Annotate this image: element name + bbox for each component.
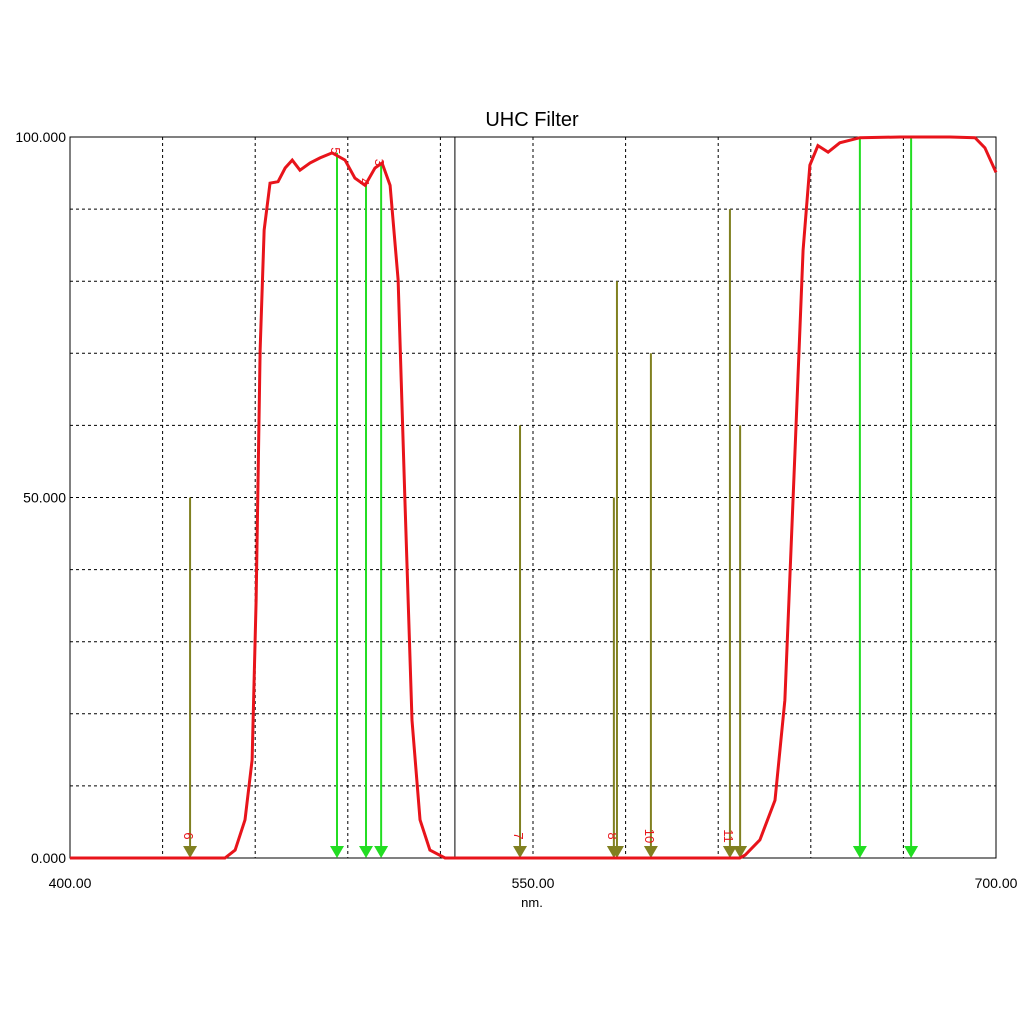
marker-arrow (852, 846, 867, 858)
marker-label: 10 (642, 829, 657, 843)
x-tick-label: 400.00 (49, 875, 92, 891)
marker-arrow (359, 846, 374, 858)
marker-label: 4 (357, 178, 372, 185)
marker-arrow (183, 846, 198, 858)
x-axis-label: nm. (521, 895, 543, 910)
marker-label: 7 (511, 832, 526, 839)
marker-label: 3 (372, 159, 387, 166)
x-tick-label: 700.00 (975, 875, 1018, 891)
marker-arrow (904, 846, 919, 858)
marker-label: 8 (605, 832, 620, 839)
y-tick-label: 50.000 (23, 490, 66, 506)
chart-title: UHC Filter (485, 109, 579, 131)
marker-label: 11 (721, 829, 736, 843)
marker-arrow (722, 846, 737, 858)
y-tick-label: 0.000 (31, 850, 66, 866)
marker-arrow (329, 846, 344, 858)
marker-arrow (513, 846, 528, 858)
marker-arrow (374, 846, 389, 858)
marker-arrow (609, 846, 624, 858)
marker-label: 5 (328, 147, 343, 154)
marker-arrow (733, 846, 748, 858)
spectrum-line (70, 135, 998, 860)
marker-arrow (643, 846, 658, 858)
y-tick-label: 100.000 (15, 129, 66, 145)
marker-label: 6 (181, 832, 196, 839)
x-tick-label: 550.00 (512, 875, 555, 891)
